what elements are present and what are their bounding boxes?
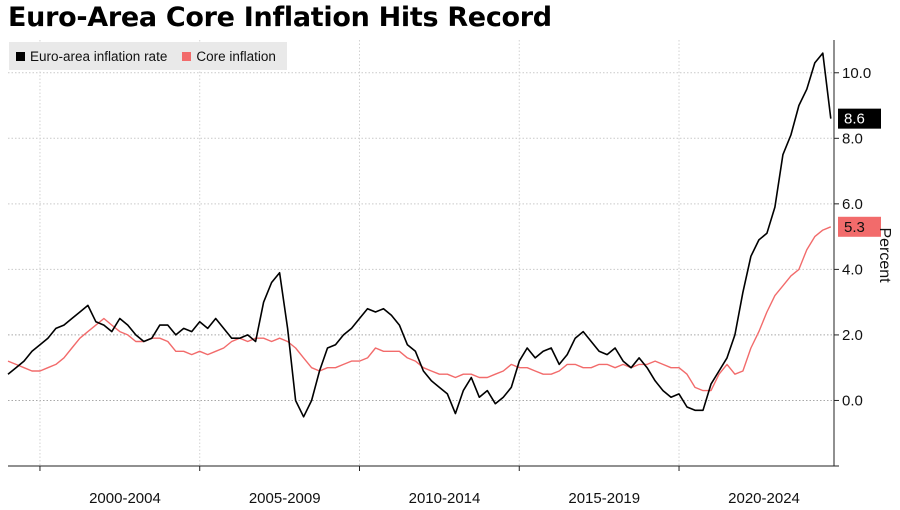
y-tick-label: 4.0 — [842, 261, 863, 278]
x-tick-label: 2020-2024 — [728, 490, 800, 507]
series-line-inflation-rate — [7, 52, 832, 418]
legend-label-inflation-rate: Euro-area inflation rate — [30, 48, 168, 64]
end-label-box-inflation-rate — [838, 108, 881, 129]
y-tick-label: 6.0 — [842, 196, 863, 213]
legend-item-core-inflation: Core inflation — [182, 49, 276, 64]
legend-swatch-core-inflation — [182, 51, 192, 61]
x-tick-label: 2010-2014 — [409, 490, 481, 507]
x-axis-ticks: 2000-2004 2005-2009 2010-2014 2015-2019 2020… — [39, 466, 800, 507]
end-label-inflation-rate: 8.6 — [844, 111, 865, 128]
y-axis-ticks: 0.0 2.0 4.0 6.0 8.0 10.0 — [834, 65, 871, 467]
end-value-labels: 8.6 5.3 — [838, 108, 881, 237]
x-tick-label: 2015-2019 — [568, 490, 640, 507]
grid-lines — [8, 40, 834, 467]
legend-swatch-inflation-rate — [16, 51, 25, 61]
chart-title: Euro-Area Core Inflation Hits Record — [8, 2, 552, 33]
y-tick-label: 0.0 — [842, 392, 863, 409]
y-axis-label: Percent — [876, 227, 893, 283]
x-tick-label: 2000-2004 — [89, 490, 161, 507]
y-tick-label: 10.0 — [842, 65, 871, 82]
series-lines — [7, 52, 832, 418]
legend-label-core-inflation: Core inflation — [196, 48, 276, 64]
y-tick-label: 8.0 — [842, 130, 863, 147]
legend-item-inflation-rate: Euro-area inflation rate — [16, 49, 167, 64]
y-tick-label: 2.0 — [842, 327, 863, 344]
end-label-core-inflation: 5.3 — [844, 219, 865, 236]
legend: Euro-area inflation rate Core inflation — [9, 42, 287, 70]
end-label-box-core-inflation — [838, 216, 881, 237]
x-tick-label: 2005-2009 — [249, 490, 321, 507]
series-line-core-inflation — [7, 226, 832, 392]
